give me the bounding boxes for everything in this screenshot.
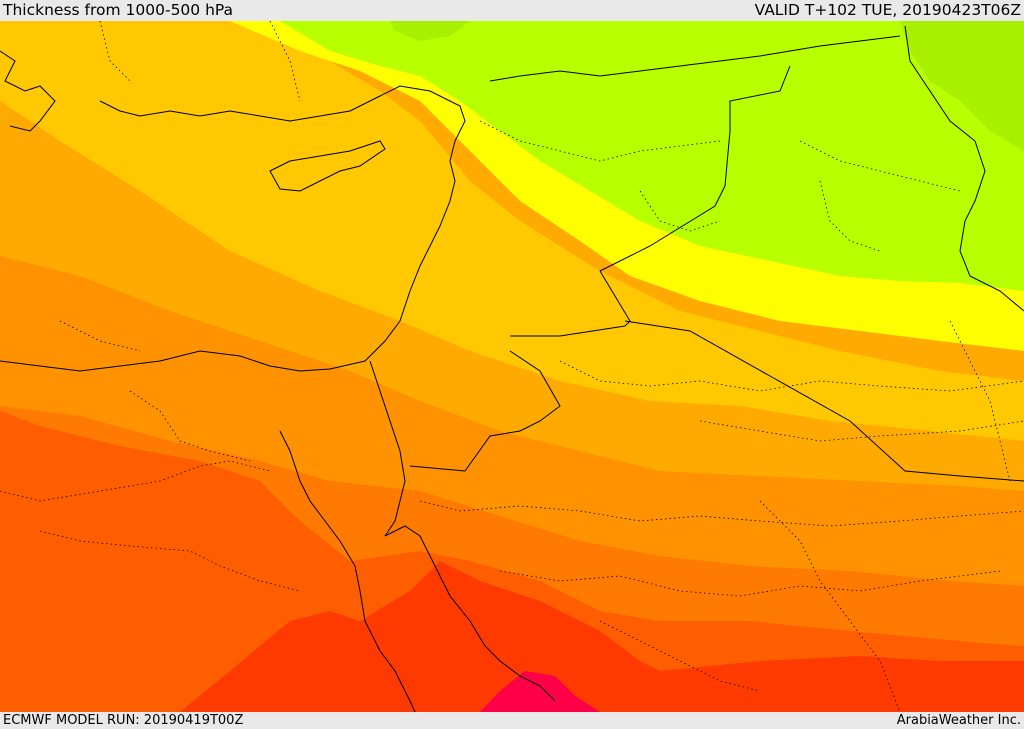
band-ff0040: [480, 671, 600, 712]
valid-time: VALID T+102 TUE, 20190423T06Z: [754, 1, 1021, 19]
band-ff5e00: [0, 411, 1024, 712]
credit: ArabiaWeather Inc.: [896, 713, 1021, 728]
coastlines: [0, 25, 1024, 712]
band-9ef000-b: [390, 21, 470, 41]
band-9ef000: [900, 21, 1024, 151]
map-title: Thickness from 1000-500 hPa: [3, 1, 234, 19]
model-run: ECMWF MODEL RUN: 20190419T00Z: [3, 713, 244, 728]
admin-boundaries: [0, 21, 1024, 712]
thickness-field-svg: [0, 21, 1024, 712]
thickness-map: [0, 21, 1024, 712]
band-ff3a00: [180, 561, 1024, 712]
country-borders: [409, 65, 1024, 482]
header-bar: Thickness from 1000-500 hPa VALID T+102 …: [0, 0, 1024, 21]
footer-bar: ECMWF MODEL RUN: 20190419T00Z ArabiaWeat…: [0, 712, 1024, 729]
band-b8ff00: [280, 21, 1024, 291]
